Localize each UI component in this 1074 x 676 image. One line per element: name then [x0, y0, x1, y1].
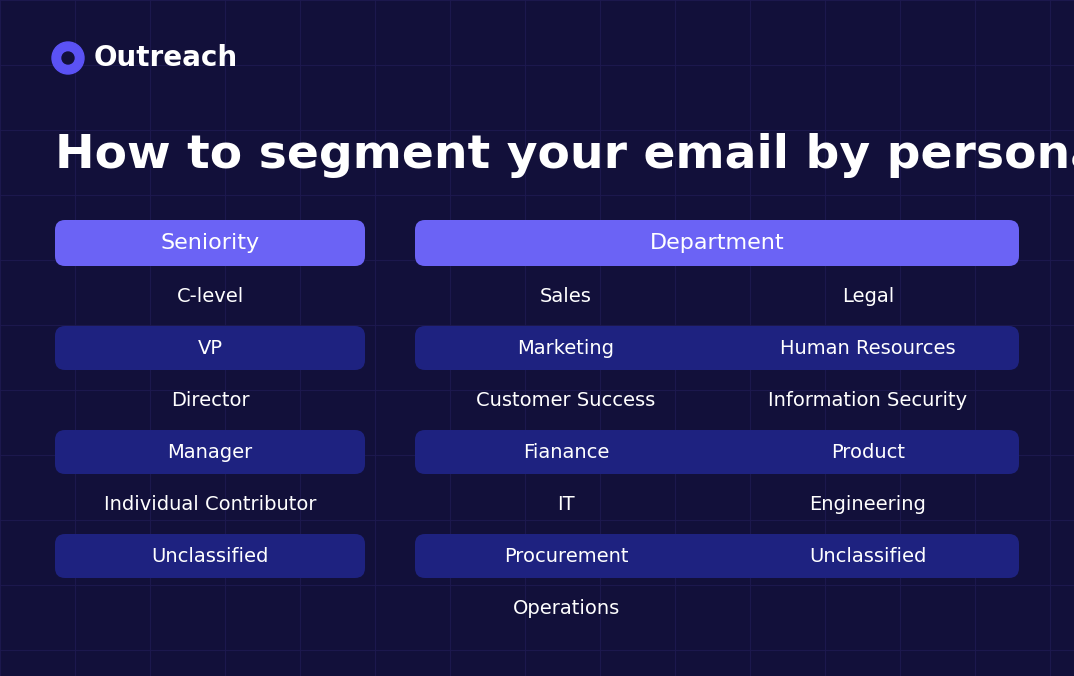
- Circle shape: [52, 42, 84, 74]
- Text: Engineering: Engineering: [810, 495, 927, 514]
- Text: Customer Success: Customer Success: [477, 391, 655, 410]
- Text: Unclassified: Unclassified: [810, 546, 927, 566]
- Text: Operations: Operations: [512, 598, 620, 617]
- FancyBboxPatch shape: [55, 534, 365, 578]
- FancyBboxPatch shape: [55, 220, 365, 266]
- Text: Department: Department: [650, 233, 784, 253]
- FancyBboxPatch shape: [55, 326, 365, 370]
- Text: IT: IT: [557, 495, 575, 514]
- Text: VP: VP: [198, 339, 222, 358]
- Text: Human Resources: Human Resources: [780, 339, 956, 358]
- Text: Information Security: Information Security: [768, 391, 968, 410]
- Text: Product: Product: [831, 443, 905, 462]
- Text: C-level: C-level: [176, 287, 244, 306]
- Circle shape: [62, 52, 74, 64]
- Text: Seniority: Seniority: [160, 233, 260, 253]
- Text: Unclassified: Unclassified: [151, 546, 268, 566]
- FancyBboxPatch shape: [415, 220, 1019, 266]
- FancyBboxPatch shape: [55, 430, 365, 474]
- Text: Director: Director: [171, 391, 249, 410]
- FancyBboxPatch shape: [415, 534, 1019, 578]
- Text: Individual Contributor: Individual Contributor: [104, 495, 316, 514]
- FancyBboxPatch shape: [415, 326, 1019, 370]
- Text: Manager: Manager: [168, 443, 252, 462]
- Text: Legal: Legal: [842, 287, 895, 306]
- Text: Marketing: Marketing: [518, 339, 614, 358]
- Text: How to segment your email by persona: How to segment your email by persona: [55, 132, 1074, 178]
- Text: Procurement: Procurement: [504, 546, 628, 566]
- Text: Fianance: Fianance: [523, 443, 609, 462]
- Text: Sales: Sales: [540, 287, 592, 306]
- FancyBboxPatch shape: [415, 430, 1019, 474]
- Text: Outreach: Outreach: [95, 44, 238, 72]
